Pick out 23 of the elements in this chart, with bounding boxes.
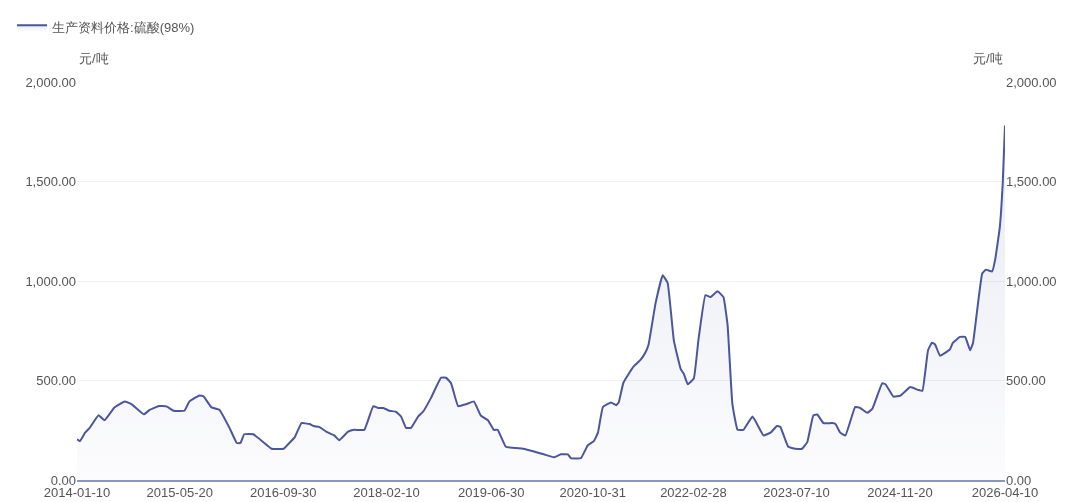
x-tick-label: 2015-05-20: [146, 485, 213, 501]
y2-tick-label: 2,000.00: [1006, 74, 1057, 90]
y2-tick-label: 1,500.00: [1006, 174, 1057, 190]
x-tick-label: 2016-09-30: [249, 485, 317, 501]
y2-tick-label: 500.00: [1006, 373, 1046, 389]
y-tick-label: 500.00: [36, 373, 76, 389]
y-tick-label: 1,500.00: [25, 174, 76, 190]
legend-label: 生产资料价格:硫酸(98%): [52, 20, 195, 36]
x-tick-label: 2026-04-10: [971, 485, 1039, 501]
x-tick-label: 2019-06-30: [458, 485, 525, 501]
x-tick-label: 2018-02-10: [353, 485, 420, 501]
y-tick-label: 0.00: [50, 472, 76, 488]
x-tick-label: 2014-01-10: [43, 485, 111, 501]
x-tick-label: 2022-02-28: [660, 485, 727, 501]
y2-tick-label: 0.00: [1006, 472, 1032, 488]
y-tick-label: 1,000.00: [25, 273, 76, 289]
x-tick-label: 2020-10-31: [559, 485, 627, 501]
x-tick-label: 2024-11-20: [867, 485, 933, 501]
y-axis-title: 元/吨: [79, 51, 109, 66]
y-tick-label: 2,000.00: [25, 74, 76, 90]
y2-axis-title: 元/吨: [973, 51, 1003, 66]
y2-tick-label: 1,000.00: [1006, 273, 1057, 289]
x-tick-label: 2023-07-10: [763, 485, 830, 501]
